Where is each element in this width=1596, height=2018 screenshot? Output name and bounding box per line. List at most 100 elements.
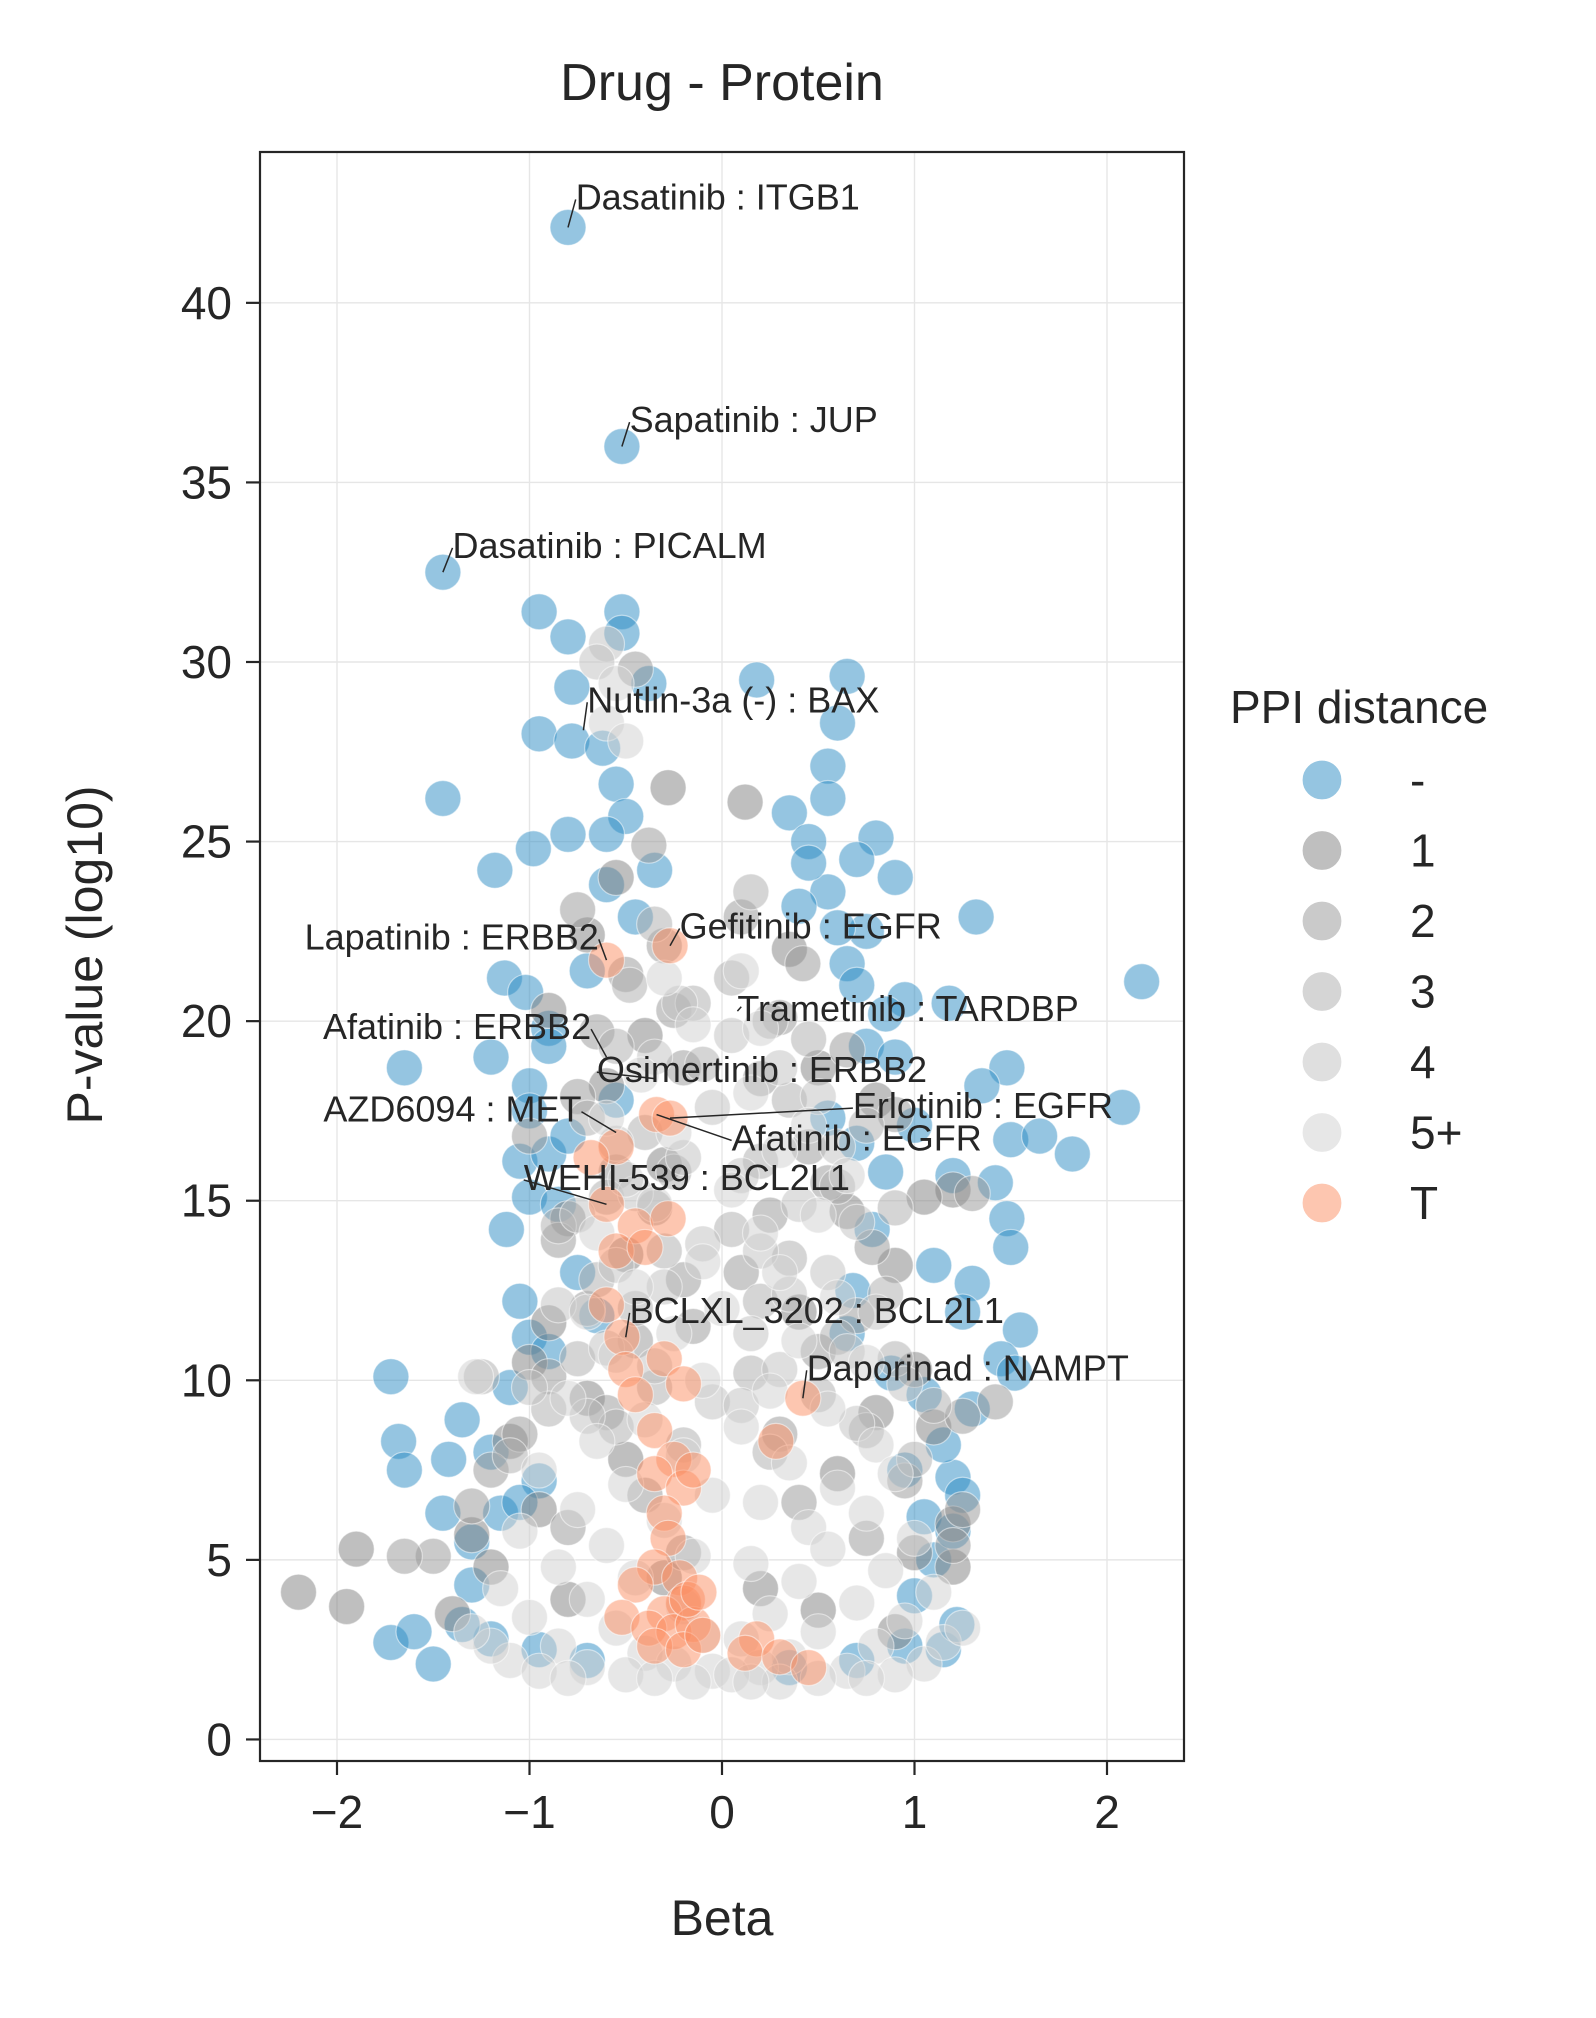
data-point [857, 1293, 895, 1331]
data-point [430, 1440, 468, 1478]
data-point [1103, 1088, 1142, 1126]
data-point [487, 1210, 525, 1249]
data-point [963, 1067, 1001, 1105]
annotation-leader [625, 1312, 631, 1338]
data-point [761, 1131, 799, 1170]
annotations: Dasatinib : ITGB1 Sapatinib : JUP Dasatini… [305, 176, 1129, 1399]
data-point [328, 1587, 366, 1626]
annotation-label: Dasatinib : ITGB1 [576, 176, 860, 217]
data-point [1021, 1117, 1059, 1155]
annotation-leader [656, 1113, 732, 1142]
data-point [818, 1279, 857, 1317]
data-point [876, 1038, 914, 1076]
data-point [607, 722, 645, 760]
data-point [453, 1487, 491, 1525]
data-point [649, 1200, 687, 1238]
annotation-label: Daporinad : NAMPT [807, 1347, 1129, 1388]
data-point [501, 1282, 539, 1320]
annotation-label: BCLXL_3202 : BCL2L1 [630, 1290, 1004, 1331]
data-point [847, 1106, 885, 1144]
annotation-leader [582, 702, 588, 731]
series-6 [572, 927, 828, 1687]
data-point [976, 1383, 1014, 1421]
y-tick-label: 10 [181, 1354, 232, 1406]
y-tick-label: 40 [181, 277, 232, 329]
x-axis: −2 −1 0 1 2 [311, 1761, 1120, 1838]
data-point [761, 1253, 799, 1292]
legend-marker [1301, 759, 1343, 801]
data-point [693, 1088, 731, 1126]
data-point [876, 858, 914, 897]
data-point [674, 1663, 712, 1701]
data-point [741, 1009, 780, 1047]
data-point [572, 1139, 610, 1177]
data-point [876, 1189, 914, 1227]
data-point [1001, 1311, 1039, 1349]
data-point [741, 1214, 780, 1252]
data-point [790, 844, 828, 882]
data-point [510, 1117, 549, 1155]
data-point [957, 898, 995, 936]
legend-label: - [1410, 754, 1425, 806]
data-point [597, 765, 635, 803]
data-point [337, 1530, 375, 1568]
legend-marker [1301, 1041, 1343, 1083]
data-point [453, 1613, 491, 1651]
data-point [530, 991, 568, 1029]
data-point [886, 1602, 924, 1640]
data-point [549, 815, 587, 853]
data-point [867, 995, 905, 1033]
legend-label: 1 [1410, 825, 1436, 877]
data-point [722, 952, 760, 990]
annotation-label: Nutlin-3a (-) : BAX [587, 679, 879, 720]
y-tick-label: 35 [181, 456, 232, 508]
annotation-label: Dasatinib : PICALM [453, 525, 767, 566]
data-point [510, 1368, 549, 1407]
data-point [847, 1494, 885, 1532]
y-axis: 0 5 10 15 20 25 30 35 40 [181, 277, 260, 1765]
x-tick-label: −1 [503, 1786, 555, 1838]
data-point [279, 1573, 318, 1611]
y-tick-label: 30 [181, 636, 232, 688]
data-point [780, 1322, 818, 1360]
data-point [553, 722, 591, 760]
data-point [726, 783, 764, 821]
data-point [559, 1490, 597, 1529]
y-tick-label: 20 [181, 995, 232, 1047]
data-point [703, 1289, 741, 1328]
data-point [385, 1049, 423, 1087]
legend-marker [1301, 1182, 1343, 1224]
data-point [568, 1580, 606, 1618]
data-point [838, 966, 876, 1004]
data-point [944, 1609, 982, 1647]
x-tick-label: 2 [1094, 1786, 1120, 1838]
data-point [751, 1372, 789, 1410]
data-point [587, 1526, 626, 1565]
data-point [790, 1106, 828, 1144]
data-point [680, 1573, 718, 1611]
scatter-points [279, 208, 1161, 1701]
data-point [520, 715, 558, 753]
data-point [818, 704, 857, 742]
data-point [597, 858, 635, 897]
annotation-label: Afatinib : EGFR [732, 1117, 982, 1158]
annotation-leader [590, 1028, 608, 1058]
annotation-label: Trametinib : TARDBP [737, 988, 1078, 1029]
annotation-leader [621, 421, 631, 447]
data-point [799, 1196, 837, 1234]
data-point [780, 887, 818, 925]
legend: PPI distance - 1 2 3 4 5+ T [1230, 681, 1488, 1229]
data-point [790, 1649, 828, 1687]
y-tick-label: 0 [206, 1713, 232, 1765]
annotation-label: Afatinib : ERBB2 [323, 1006, 591, 1047]
data-point [738, 661, 776, 699]
data-point [930, 984, 968, 1022]
data-point [482, 1570, 520, 1608]
data-point [828, 657, 866, 695]
grid-lines [260, 152, 1184, 1761]
annotation-label: WEHI-539 : BCL2L1 [524, 1157, 850, 1198]
data-point [713, 1171, 751, 1209]
data-point [838, 1203, 876, 1241]
legend-label: 5+ [1410, 1107, 1462, 1159]
legend-marker [1301, 829, 1343, 872]
